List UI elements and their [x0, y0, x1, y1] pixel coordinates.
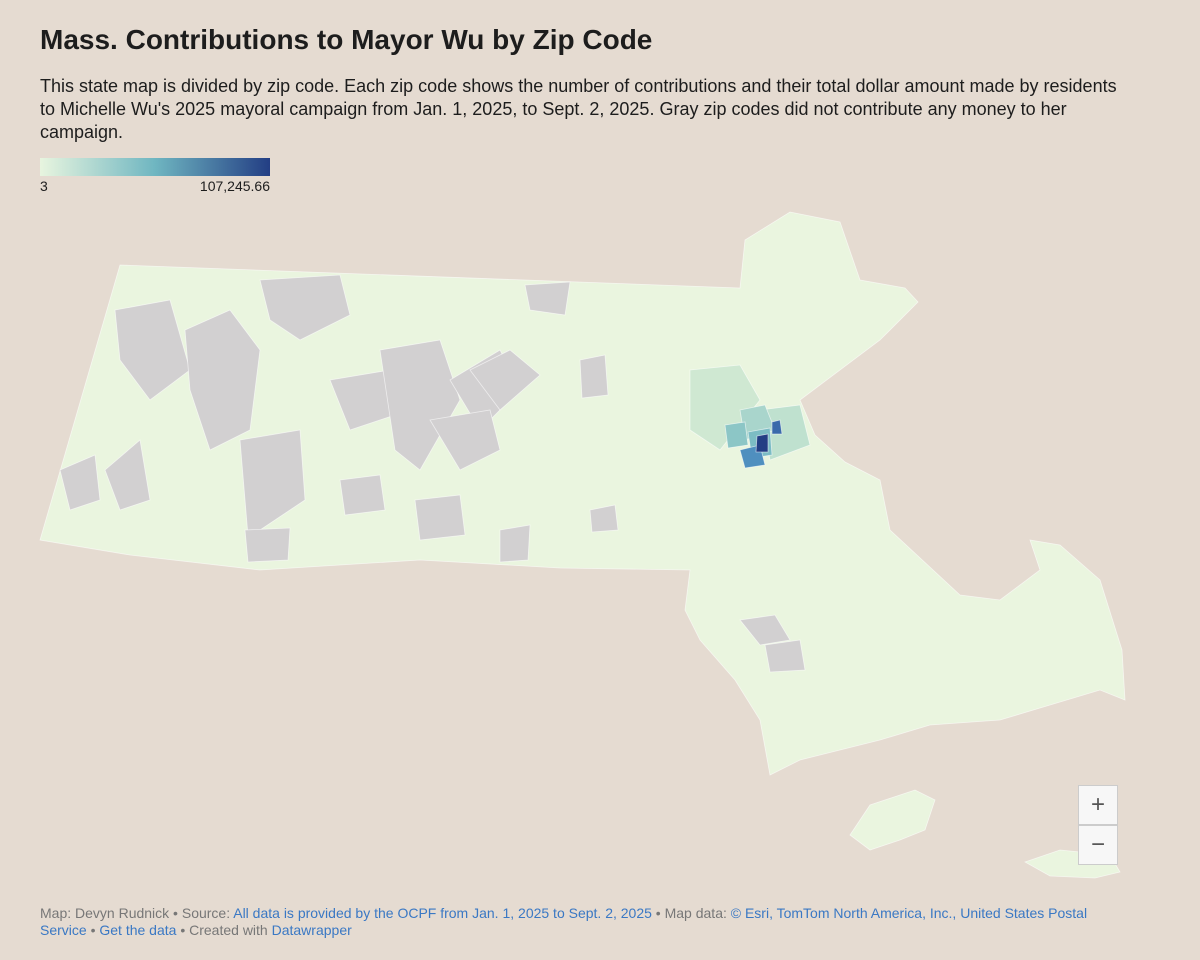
byline: Map: Devyn Rudnick [40, 905, 170, 921]
datawrapper-link[interactable]: Datawrapper [271, 922, 352, 938]
map-data-link[interactable]: © Esri, TomTom North America, Inc., Unit… [40, 905, 1088, 938]
created-label: Created with [189, 922, 268, 938]
footer: Map: Devyn Rudnick Source: All data is p… [40, 905, 1120, 939]
description: This state map is divided by zip code. E… [40, 76, 1117, 142]
source-link[interactable]: All data is provided by the OCPF from Ja… [233, 905, 652, 921]
source-label: Source: [181, 905, 231, 921]
legend: 3 107,245.66 [40, 158, 270, 194]
island [849, 789, 936, 851]
zoom-in[interactable]: + [1078, 785, 1118, 825]
map-data-label: Map data: [664, 905, 727, 921]
gradient-bar [40, 158, 270, 176]
state [39, 211, 1126, 776]
boston-cluster [689, 364, 811, 469]
no-contribution-zips [59, 274, 806, 673]
zoom-out[interactable]: − [1078, 825, 1118, 865]
map [39, 211, 1126, 879]
legend-gradient [40, 158, 270, 176]
title: Mass. Contributions to Mayor Wu by Zip C… [40, 24, 653, 55]
legend-min: 3 [40, 178, 48, 194]
legend-max: 107,245.66 [199, 178, 270, 194]
get-data-link[interactable]: Get the data [99, 922, 177, 938]
